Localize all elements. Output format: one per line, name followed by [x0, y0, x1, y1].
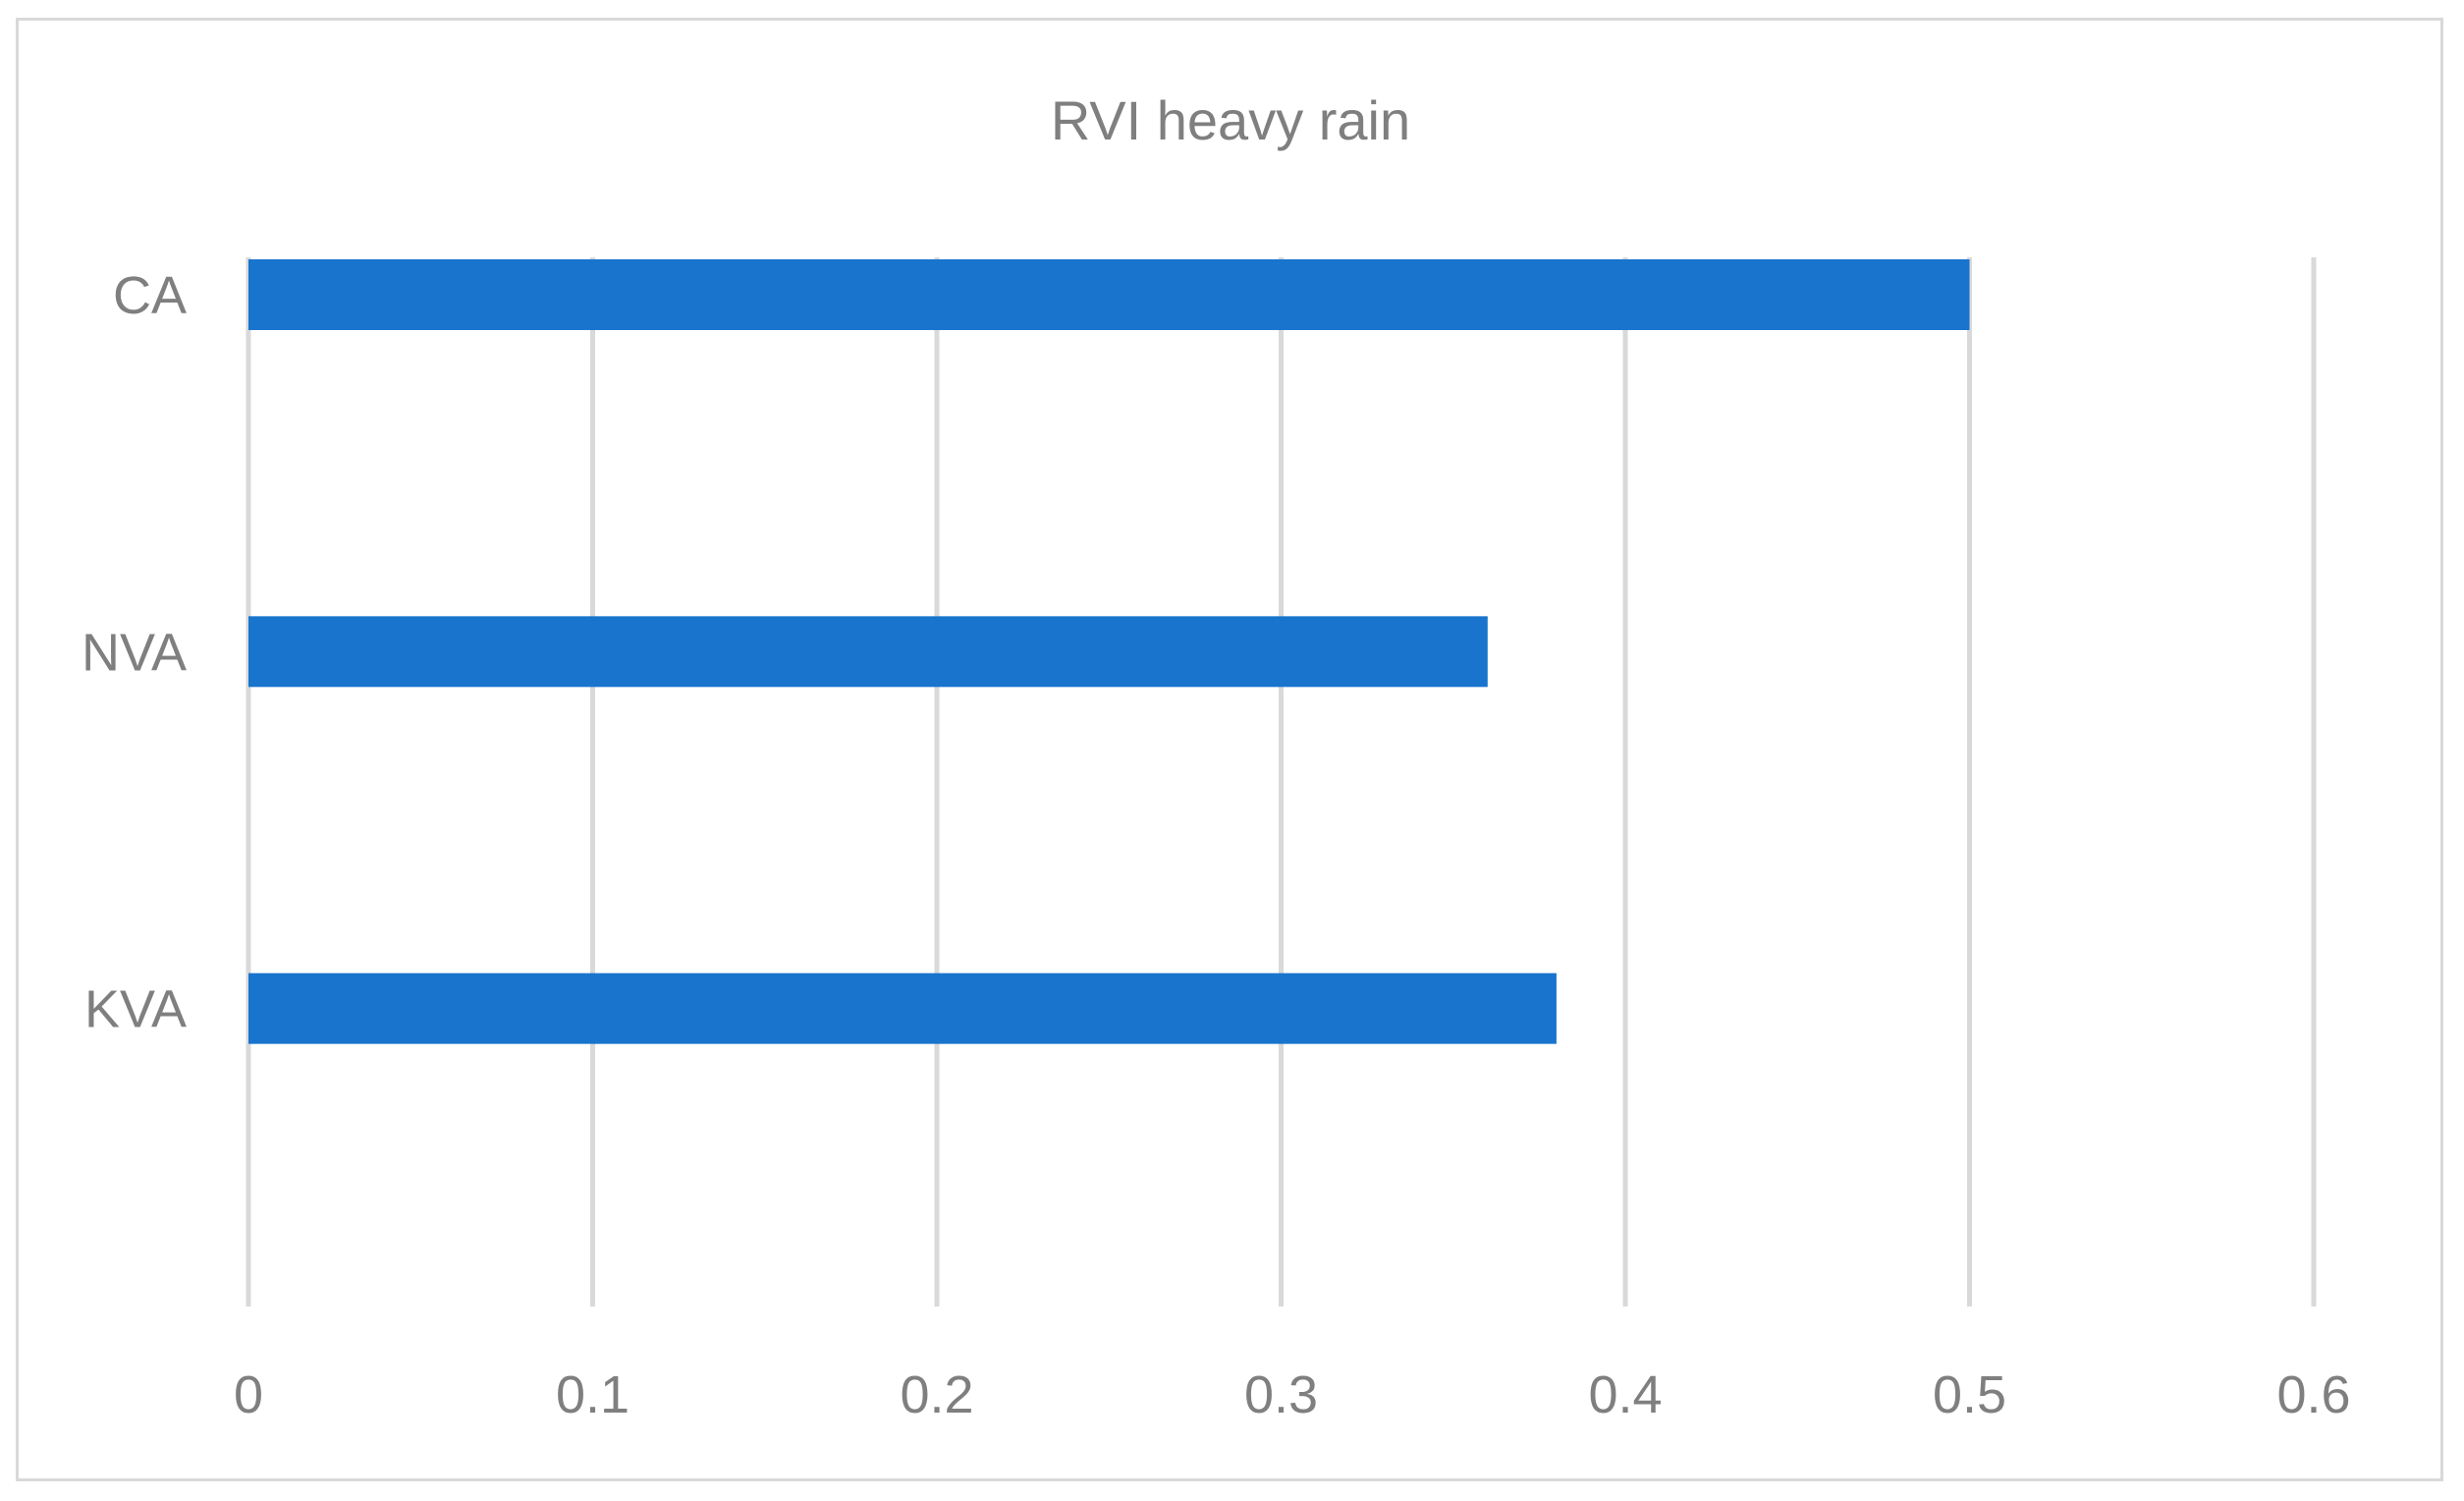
- x-axis-ticks: 0 0.1 0.2 0.3 0.4 0.5 0.6: [234, 1365, 2351, 1424]
- bar-nva: [248, 616, 1488, 688]
- chart-title: RVI heavy rain: [1051, 89, 1410, 151]
- x-tick-label: 0.3: [1244, 1365, 1318, 1424]
- x-tick-label: 0.4: [1588, 1365, 1662, 1424]
- x-tick-label: 0.5: [1933, 1365, 2006, 1424]
- bar-kva: [248, 973, 1557, 1044]
- x-tick-label: 0: [234, 1365, 263, 1424]
- y-axis-categories: CA NVA KVA: [82, 266, 187, 1039]
- category-label: NVA: [82, 623, 187, 682]
- x-tick-label: 0.2: [900, 1365, 973, 1424]
- x-tick-label: 0.1: [556, 1365, 630, 1424]
- gridlines: [246, 257, 2317, 1306]
- category-label: CA: [113, 266, 187, 325]
- bars: [248, 259, 1970, 1044]
- category-label: KVA: [84, 980, 187, 1039]
- bar-ca: [248, 259, 1970, 330]
- x-tick-label: 0.6: [2276, 1365, 2350, 1424]
